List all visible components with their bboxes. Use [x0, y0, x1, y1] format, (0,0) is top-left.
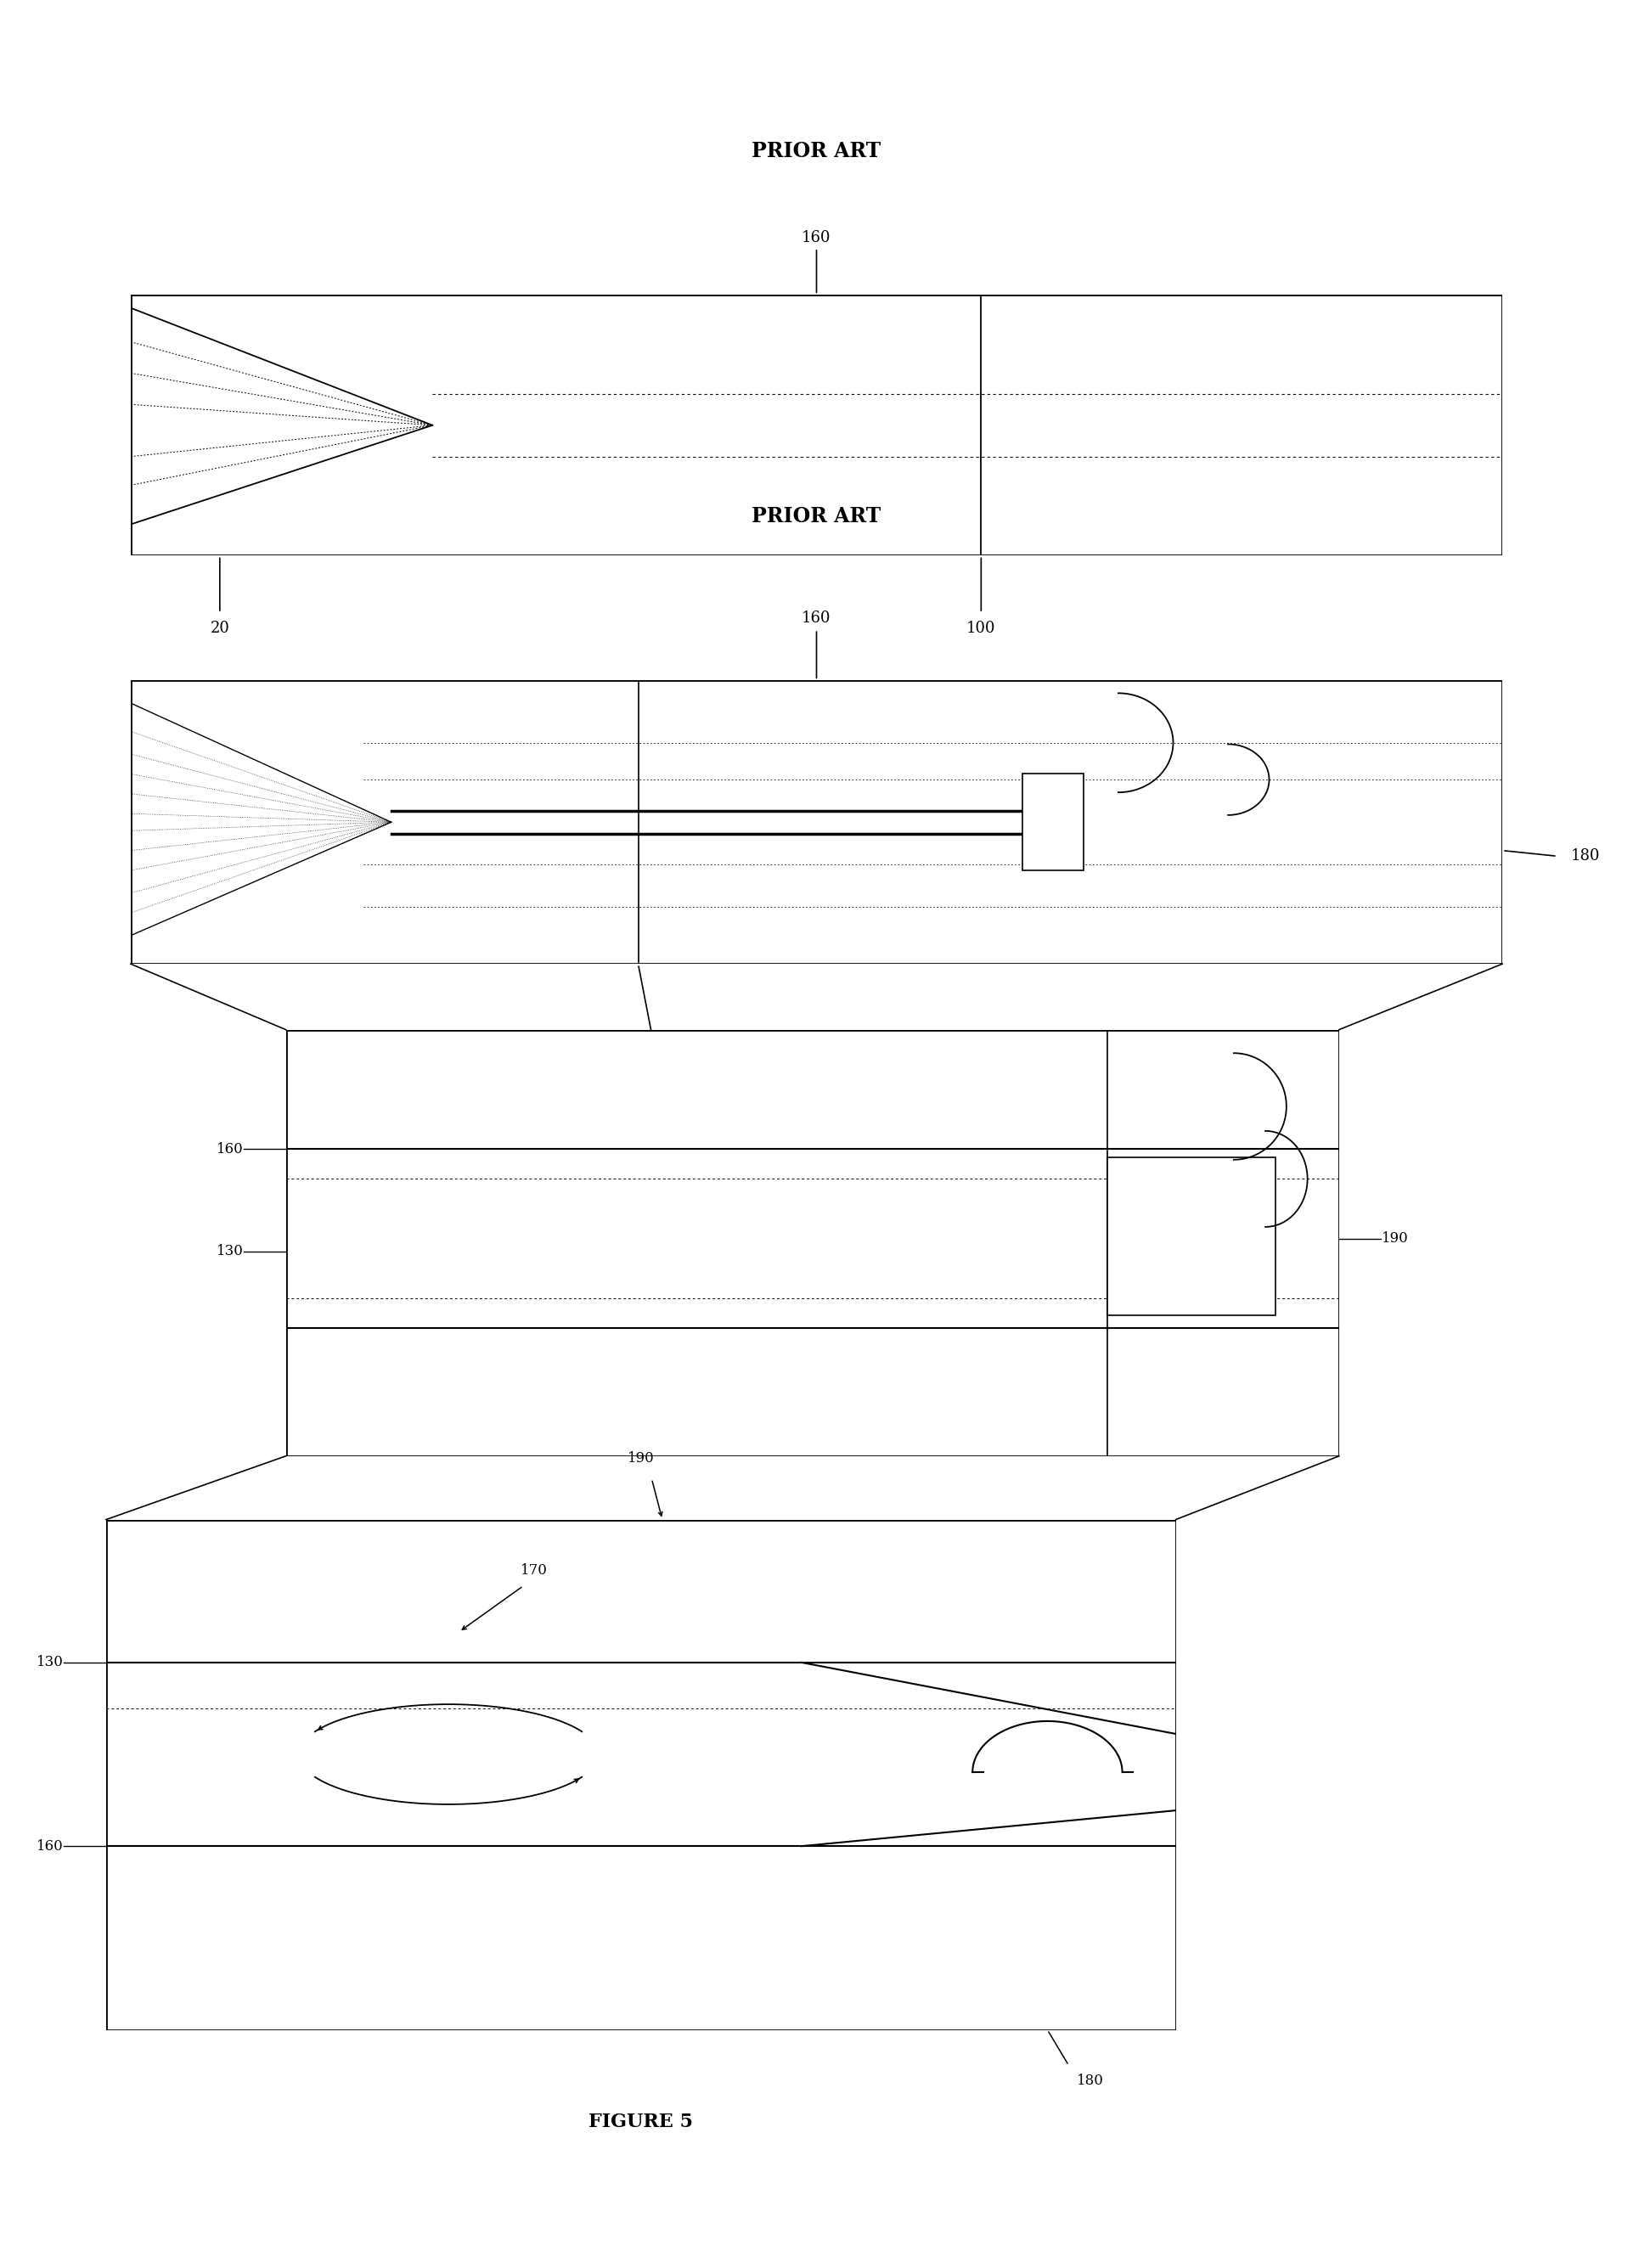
Text: 180: 180: [1571, 848, 1600, 864]
Text: 180: 180: [1076, 2073, 1104, 2089]
Text: 130: 130: [36, 1656, 64, 1669]
Bar: [1107, 1157, 1275, 1315]
Text: 130: 130: [217, 1245, 243, 1259]
Text: PRIOR ART: PRIOR ART: [751, 506, 882, 526]
Text: 160: 160: [36, 1839, 64, 1853]
Text: FIGURE 5: FIGURE 5: [590, 2112, 692, 2132]
Text: 130: 130: [637, 1048, 666, 1061]
Text: 160: 160: [802, 610, 831, 626]
Text: 170: 170: [521, 1563, 547, 1579]
Text: 100: 100: [967, 621, 996, 637]
Text: 160: 160: [802, 229, 831, 245]
Text: 20: 20: [211, 621, 230, 637]
Text: FIGURE 4: FIGURE 4: [764, 699, 869, 717]
Text: 190: 190: [627, 1452, 655, 1465]
Text: PRIOR ART: PRIOR ART: [751, 141, 882, 161]
Text: 160: 160: [217, 1141, 243, 1157]
Text: 190: 190: [1382, 1232, 1408, 1245]
Bar: [1022, 773, 1084, 871]
